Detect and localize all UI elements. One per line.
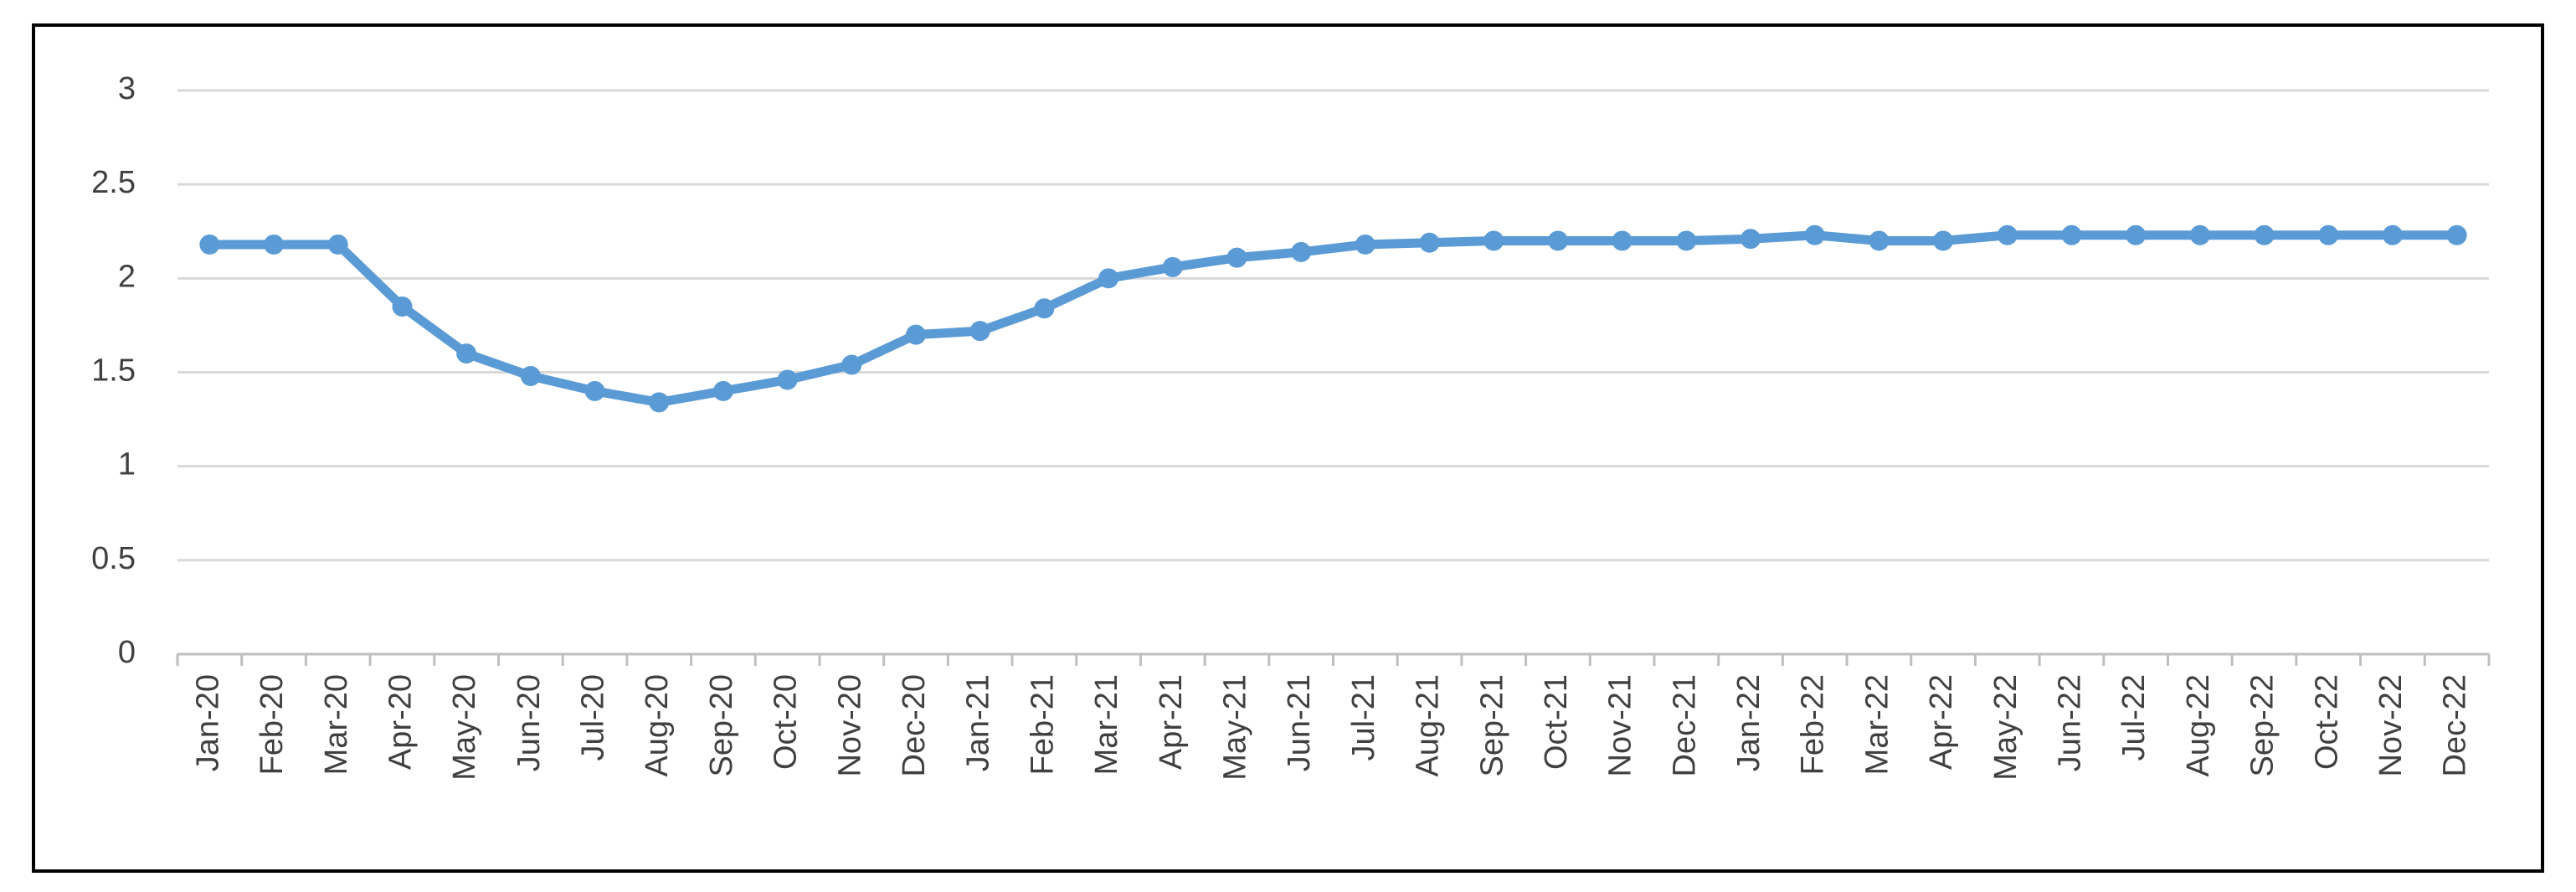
data-point (1291, 241, 1312, 262)
data-point (1804, 224, 1825, 245)
x-tick-label: Jan-20 (190, 674, 225, 771)
data-point (1034, 298, 1055, 319)
data-point (1676, 230, 1697, 251)
data-point (712, 380, 733, 401)
x-tick-label: Jun-20 (512, 674, 547, 771)
x-tick-label: Feb-20 (255, 674, 290, 775)
x-tick-label: Jul-21 (1346, 674, 1381, 761)
x-tick-label: Jul-22 (2116, 674, 2152, 761)
x-tick-label: Mar-20 (319, 674, 354, 775)
x-tick-label: Sep-22 (2245, 674, 2280, 777)
data-point (2446, 224, 2467, 245)
data-point (1997, 224, 2018, 245)
x-tick-label: Oct-20 (769, 674, 804, 770)
x-tick-label: Nov-22 (2373, 674, 2409, 777)
x-tick-label: Dec-21 (1667, 674, 1702, 777)
data-point (1869, 230, 1890, 251)
x-tick-label: Jul-20 (576, 674, 611, 761)
data-point (841, 354, 862, 375)
x-tick-label: Jan-21 (961, 674, 996, 771)
data-point (1740, 229, 1761, 250)
data-point (2318, 224, 2339, 245)
data-point (1612, 230, 1632, 251)
data-point (1547, 230, 1568, 251)
data-point (777, 369, 798, 390)
x-tick-label: Feb-21 (1025, 674, 1060, 775)
y-tick-label: 2 (118, 259, 136, 294)
x-tick-label: Jan-22 (1731, 674, 1766, 771)
data-point (264, 234, 285, 255)
data-point (969, 321, 990, 342)
data-point (327, 234, 348, 255)
x-tick-label: May-22 (1988, 674, 2023, 781)
x-tick-label: Apr-20 (383, 674, 418, 770)
data-point (2382, 224, 2403, 245)
x-tick-label: Dec-20 (897, 674, 932, 777)
data-point (2254, 224, 2275, 245)
data-point (584, 380, 605, 401)
data-point (1098, 268, 1119, 289)
data-point (1483, 230, 1504, 251)
data-point (2189, 224, 2210, 245)
data-point (1355, 234, 1375, 255)
x-tick-label: Nov-21 (1603, 674, 1638, 777)
y-tick-label: 2.5 (91, 165, 136, 200)
data-point (2126, 224, 2147, 245)
x-tick-label: Apr-21 (1154, 674, 1189, 770)
y-tick-label: 0 (118, 635, 136, 670)
y-tick-label: 3 (118, 71, 136, 106)
x-tick-label: Aug-22 (2181, 674, 2216, 777)
x-tick-label: Mar-21 (1089, 674, 1124, 775)
data-point (520, 365, 541, 386)
data-point (1933, 230, 1954, 251)
x-tick-label: Aug-20 (640, 674, 675, 777)
data-point (1419, 232, 1440, 253)
data-point (905, 324, 926, 345)
x-tick-label: May-20 (447, 674, 482, 781)
x-tick-label: Jun-21 (1282, 674, 1317, 771)
data-point (649, 392, 670, 413)
x-tick-label: Sep-20 (704, 674, 739, 777)
x-tick-label: Nov-20 (832, 674, 867, 777)
y-tick-label: 1 (118, 447, 136, 482)
x-tick-label: Feb-22 (1796, 674, 1831, 775)
x-tick-label: Mar-22 (1859, 674, 1895, 775)
x-tick-label: Sep-21 (1474, 674, 1509, 777)
data-point (392, 296, 413, 317)
data-line (204, 230, 2462, 407)
x-tick-label: Jun-22 (2053, 674, 2088, 771)
chart-border (32, 23, 2544, 873)
x-tick-label: May-21 (1217, 674, 1252, 781)
data-point (1226, 247, 1247, 268)
y-tick-label: 0.5 (91, 541, 136, 576)
x-tick-label: Oct-22 (2309, 674, 2344, 770)
y-tick-label: 1.5 (91, 353, 136, 389)
data-point (1162, 256, 1183, 277)
data-point (199, 234, 220, 255)
data-point (2061, 224, 2082, 245)
x-tick-label: Aug-21 (1411, 674, 1446, 777)
data-point (456, 343, 477, 364)
x-tick-label: Oct-21 (1539, 674, 1574, 770)
x-tick-label: Dec-22 (2438, 674, 2473, 777)
x-tick-label: Apr-22 (1924, 674, 1959, 770)
